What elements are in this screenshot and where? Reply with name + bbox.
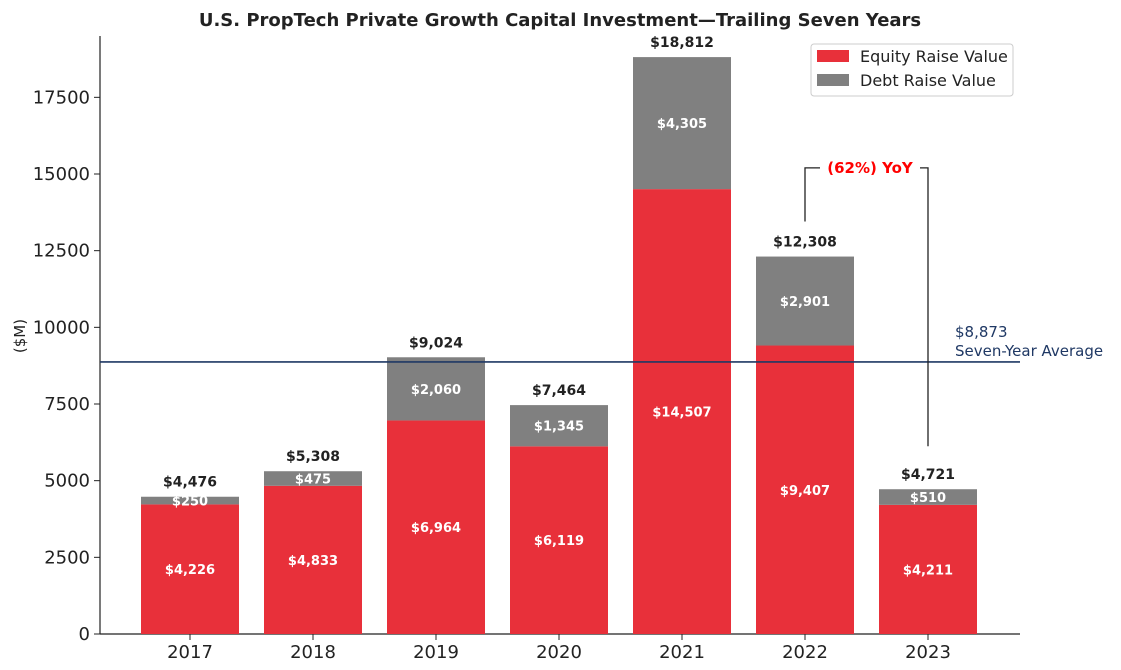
total-value-label: $4,721	[901, 467, 955, 483]
total-value-label: $7,464	[532, 383, 586, 399]
total-value-label: $18,812	[650, 35, 714, 51]
debt-bar	[633, 57, 731, 190]
debt-value-label: $510	[910, 491, 946, 506]
equity-value-label: $6,119	[534, 534, 584, 549]
total-value-label: $5,308	[286, 449, 340, 465]
equity-bar	[387, 420, 485, 634]
equity-value-label: $4,226	[165, 563, 215, 578]
yoy-bracket-right	[920, 167, 929, 447]
x-tick-label: 2018	[290, 642, 336, 663]
debt-bar	[264, 471, 362, 486]
debt-value-label: $250	[172, 495, 208, 510]
legend-label: Equity Raise Value	[860, 47, 1008, 66]
average-value-label: $8,873	[955, 323, 1008, 341]
debt-value-label: $475	[295, 473, 331, 488]
yoy-bracket-left	[804, 167, 820, 222]
total-value-label: $12,308	[773, 235, 837, 251]
y-tick-label: 12500	[33, 241, 90, 262]
legend-label: Debt Raise Value	[860, 71, 996, 90]
chart-title: U.S. PropTech Private Growth Capital Inv…	[199, 10, 921, 31]
x-tick-label: 2019	[413, 642, 459, 663]
y-tick-label: 5000	[44, 471, 90, 492]
debt-value-label: $2,060	[411, 383, 461, 398]
equity-value-label: $6,964	[411, 521, 461, 536]
y-tick-label: 0	[79, 624, 90, 645]
equity-bar	[633, 189, 731, 635]
equity-value-label: $4,211	[903, 563, 953, 578]
equity-bar	[510, 446, 608, 634]
debt-value-label: $1,345	[534, 420, 584, 435]
x-tick-label: 2017	[167, 642, 213, 663]
debt-value-label: $4,305	[657, 117, 707, 132]
equity-bar	[879, 504, 977, 634]
debt-bar	[141, 496, 239, 505]
y-tick-label: 17500	[33, 87, 90, 108]
legend-swatch	[817, 74, 849, 86]
y-tick-label: 2500	[44, 547, 90, 568]
average-text-label: Seven-Year Average	[955, 342, 1103, 360]
x-tick-label: 2020	[536, 642, 582, 663]
bars: $4,226 $250 $4,476 $4,833 $475 $5,308 $6,964 $2…	[141, 35, 977, 635]
x-tick-label: 2022	[782, 642, 828, 663]
debt-bar	[879, 489, 977, 505]
total-value-label: $9,024	[409, 335, 463, 351]
x-tick-label: 2023	[905, 642, 951, 663]
equity-value-label: $9,407	[780, 484, 830, 499]
legend-box	[810, 43, 1014, 97]
y-tick-label: 7500	[44, 394, 90, 415]
yoy-label: (62%) YoY	[827, 159, 914, 177]
debt-value-label: $2,901	[780, 295, 830, 310]
total-value-label: $4,476	[163, 475, 217, 491]
debt-bar	[756, 256, 854, 346]
y-tick-label: 15000	[33, 164, 90, 185]
equity-bar	[264, 485, 362, 634]
legend: Equity Raise Value Debt Raise Value	[810, 43, 1014, 97]
debt-bar	[387, 357, 485, 421]
equity-value-label: $4,833	[288, 554, 338, 569]
equity-bar	[756, 345, 854, 634]
equity-value-label: $14,507	[652, 406, 711, 421]
y-tick-label: 10000	[33, 317, 90, 338]
equity-bar	[141, 504, 239, 634]
y-axis-label: ($M)	[11, 319, 29, 353]
debt-bar	[510, 405, 608, 447]
yoy-annotation: (62%) YoY	[804, 159, 929, 447]
y-axis: 0 2500 5000 7500 10000 12500 15000 17500 2017 201…	[33, 36, 1020, 663]
legend-swatch	[817, 50, 849, 62]
x-tick-label: 2021	[659, 642, 705, 663]
